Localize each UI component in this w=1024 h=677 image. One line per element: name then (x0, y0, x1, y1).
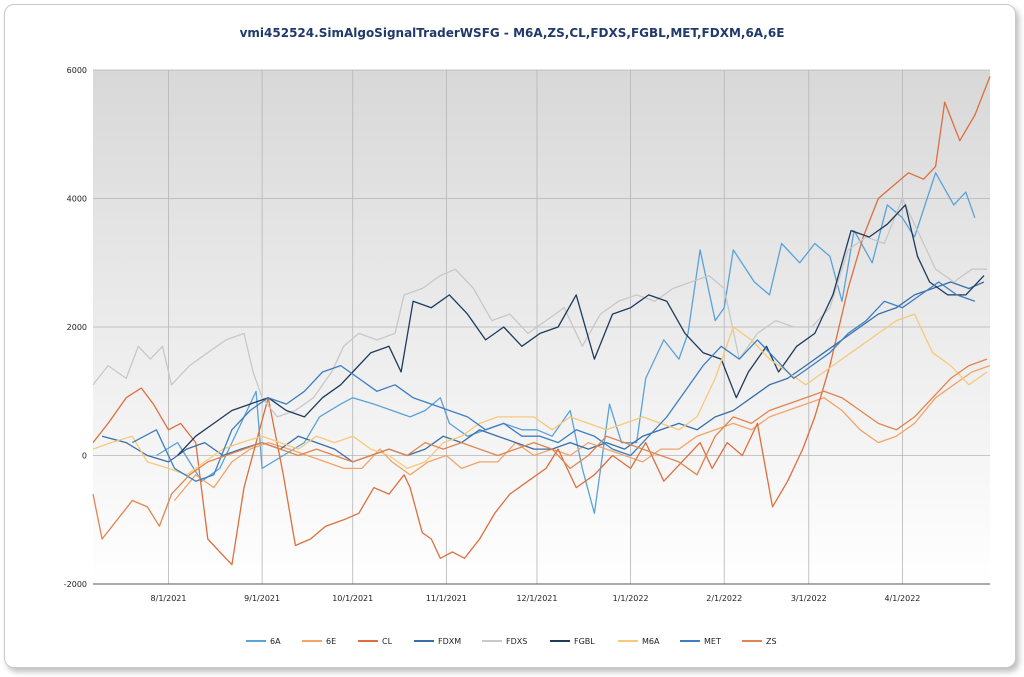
y-tick-label: 6000 (67, 66, 87, 75)
series-line-met (131, 281, 976, 482)
axis-ticks: -2000 0 2000 4000 6000 8/1/2021 9/1/2021 10/1/2… (64, 66, 921, 603)
x-tick-label: 1/1/2022 (613, 594, 649, 603)
legend-label-6e: 6E (326, 637, 336, 646)
x-tick-label: 9/1/2021 (244, 594, 280, 603)
y-tick-label: 2000 (67, 323, 87, 332)
y-tick-label: 4000 (67, 195, 87, 204)
legend-label-cl: CL (382, 637, 393, 646)
series-line-6e (173, 364, 991, 501)
series-line-zs (92, 358, 988, 540)
legend-label-6a: 6A (270, 637, 281, 646)
series-line-fgbl (177, 204, 985, 456)
legend-label-fdxs: FDXS (506, 637, 527, 646)
x-tick-label: 4/1/2022 (884, 594, 920, 603)
x-tick-label: 2/1/2022 (706, 594, 742, 603)
grid-lines (93, 69, 990, 585)
legend-label-fgbl: FGBL (574, 637, 595, 646)
y-tick-label: 0 (82, 452, 87, 461)
x-tick-label: 12/1/2021 (516, 594, 557, 603)
legend-label-m6a: M6A (642, 637, 660, 646)
series-line-cl (92, 76, 991, 566)
legend: 6A 6E CL FDXM FDXS FGBL M6A MET ZS (246, 637, 777, 646)
legend-label-fdxm: FDXM (438, 637, 461, 646)
x-tick-label: 10/1/2021 (332, 594, 373, 603)
x-tick-label: 11/1/2021 (426, 594, 467, 603)
y-tick-label: -2000 (64, 580, 87, 589)
series-lines (92, 76, 991, 566)
series-line-6a (156, 172, 976, 514)
series-line-fdxs (92, 197, 987, 418)
x-tick-label: 3/1/2022 (791, 594, 827, 603)
chart-title: vmi452524.SimAlgoSignalTraderWSFG - M6A,… (239, 26, 785, 40)
x-tick-label: 8/1/2021 (151, 594, 187, 603)
series-line-m6a (92, 313, 988, 476)
legend-label-zs: ZS (766, 637, 777, 646)
legend-label-met: MET (704, 637, 721, 646)
